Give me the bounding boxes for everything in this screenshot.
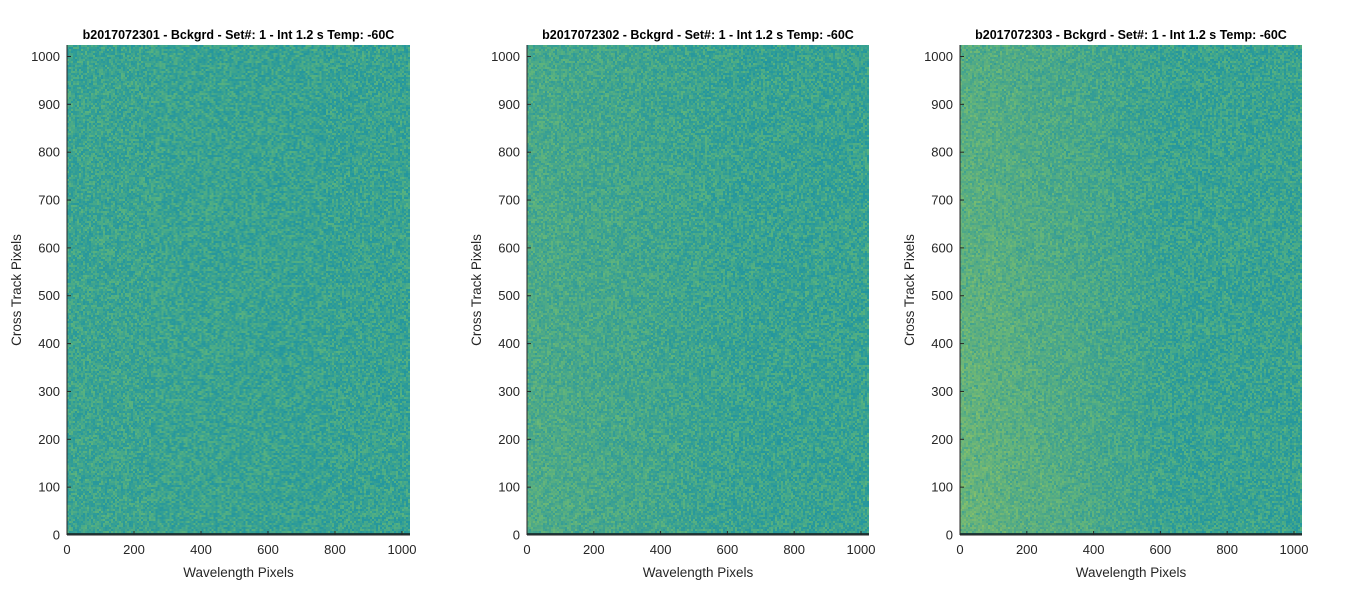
x-tick-label: 1000: [847, 542, 876, 557]
y-tick-label: 0: [513, 528, 520, 543]
y-tick-label: 500: [931, 288, 953, 303]
x-axis-label: Wavelength Pixels: [183, 565, 294, 580]
y-axis-label: Cross Track Pixels: [469, 234, 484, 346]
x-tick-label: 800: [324, 542, 346, 557]
y-tick-label: 300: [498, 384, 520, 399]
y-tick-label: 400: [931, 336, 953, 351]
x-tick-label: 0: [63, 542, 70, 557]
y-tick-label: 0: [946, 528, 953, 543]
y-tick-label: 300: [931, 384, 953, 399]
y-tick-label: 1000: [31, 49, 60, 64]
x-axis-label: Wavelength Pixels: [1076, 565, 1187, 580]
y-tick-label: 200: [931, 432, 953, 447]
y-tick-label: 700: [38, 193, 60, 208]
x-tick-label: 200: [123, 542, 145, 557]
y-tick-label: 1000: [491, 49, 520, 64]
y-tick-label: 500: [498, 288, 520, 303]
y-tick-label: 900: [498, 97, 520, 112]
y-tick-label: 600: [498, 240, 520, 255]
y-tick-label: 800: [498, 145, 520, 160]
y-tick-label: 300: [38, 384, 60, 399]
y-tick-label: 700: [498, 193, 520, 208]
x-tick-label: 600: [1150, 542, 1172, 557]
heatmap-panel-1: 0 200 400 600 800 1000 0 100 200 300 400 500 600 700 8…: [0, 0, 450, 600]
y-tick-label: 600: [38, 240, 60, 255]
heatmap-image: [960, 45, 1302, 535]
y-tick-label: 1000: [924, 49, 953, 64]
x-tick-label: 600: [717, 542, 739, 557]
y-axis-label: Cross Track Pixels: [902, 234, 917, 346]
y-tick-label: 900: [38, 97, 60, 112]
x-tick-label: 0: [956, 542, 963, 557]
x-tick-label: 800: [1216, 542, 1238, 557]
heatmap-bottom-row: [527, 533, 869, 535]
x-tick-label: 1000: [388, 542, 417, 557]
x-tick-label: 400: [1083, 542, 1105, 557]
x-tick-label: 1000: [1280, 542, 1309, 557]
chart-title: b2017072301 - Bckgrd - Set#: 1 - Int 1.2…: [83, 28, 395, 42]
chart-svg: 0 200 400 600 800 1000 0 100 200 300 400 500 600 700 8…: [469, 28, 876, 580]
heatmap-image: [67, 45, 410, 535]
y-tick-label: 400: [498, 336, 520, 351]
heatmap-bottom-row: [67, 533, 410, 535]
heatmap-bottom-row: [960, 533, 1302, 535]
x-tick-label: 200: [1016, 542, 1038, 557]
x-axis-label: Wavelength Pixels: [643, 565, 754, 580]
chart-title: b2017072302 - Bckgrd - Set#: 1 - Int 1.2…: [542, 28, 854, 42]
x-tick-label: 200: [583, 542, 605, 557]
y-tick-label: 0: [53, 528, 60, 543]
y-tick-label: 900: [931, 97, 953, 112]
heatmap-panel-3: 0 200 400 600 800 1000 0 100 200 300 400 500 600 700 8…: [900, 0, 1350, 600]
x-tick-label: 400: [650, 542, 672, 557]
y-tick-label: 100: [498, 480, 520, 495]
y-tick-label: 200: [38, 432, 60, 447]
y-tick-label: 800: [931, 145, 953, 160]
y-tick-label: 500: [38, 288, 60, 303]
heatmap-panel-2: 0 200 400 600 800 1000 0 100 200 300 400 500 600 700 8…: [450, 0, 900, 600]
y-tick-label: 600: [931, 240, 953, 255]
x-tick-label: 600: [257, 542, 279, 557]
chart-title: b2017072303 - Bckgrd - Set#: 1 - Int 1.2…: [975, 28, 1287, 42]
chart-svg: 0 200 400 600 800 1000 0 100 200 300 400 500 600 700 8…: [902, 28, 1309, 580]
y-tick-label: 800: [38, 145, 60, 160]
x-tick-label: 0: [523, 542, 530, 557]
x-tick-label: 400: [190, 542, 212, 557]
heatmap-image: [527, 45, 869, 535]
y-axis-label: Cross Track Pixels: [9, 234, 24, 346]
y-tick-label: 100: [931, 480, 953, 495]
y-tick-label: 700: [931, 193, 953, 208]
y-tick-label: 100: [38, 480, 60, 495]
x-tick-label: 800: [783, 542, 805, 557]
y-tick-label: 400: [38, 336, 60, 351]
chart-svg: 0 200 400 600 800 1000 0 100 200 300 400 500 600 700 8…: [9, 28, 417, 580]
y-tick-label: 200: [498, 432, 520, 447]
